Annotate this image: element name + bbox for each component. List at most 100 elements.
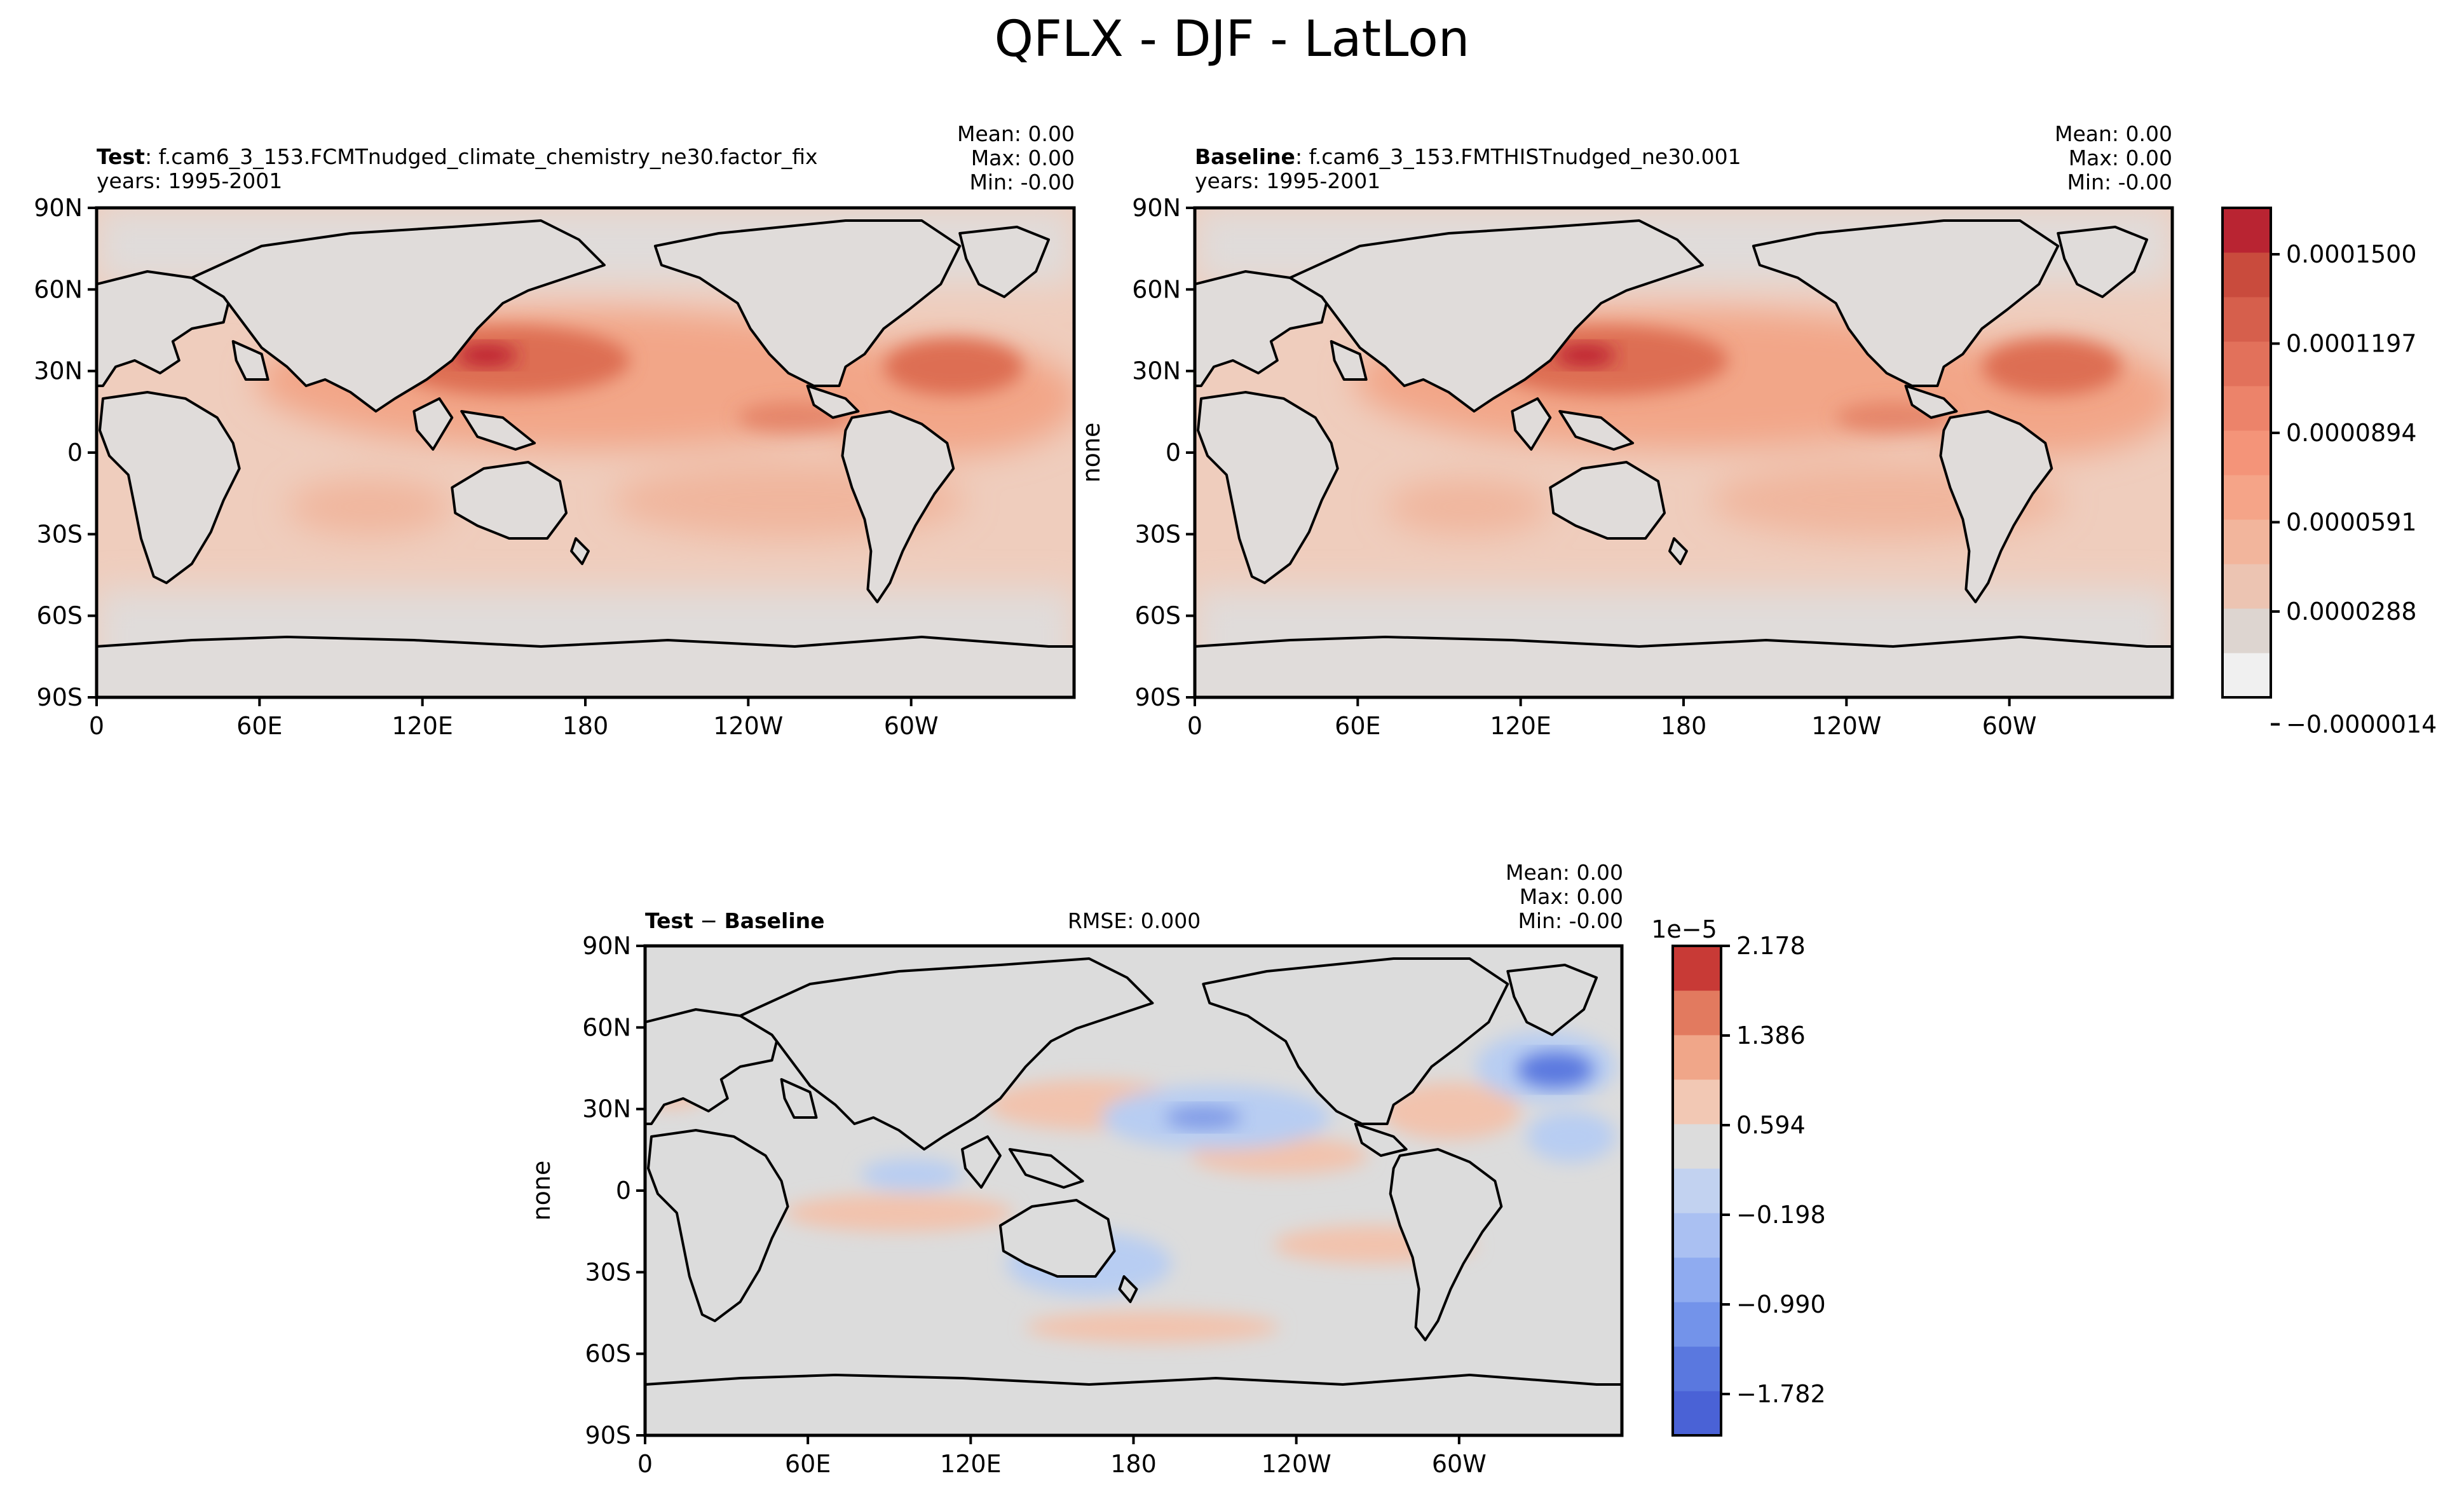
diff-colorbar-segment: [1673, 1079, 1721, 1124]
diff-colorbar-label: −0.198: [1736, 1201, 1826, 1229]
diff-ytick-label: 0: [616, 1177, 631, 1205]
baseline-ytick-label: 0: [1166, 439, 1181, 467]
baseline-xtick-label: 180: [1661, 712, 1707, 740]
diff-stats-max: Max: 0.00: [1519, 884, 1623, 909]
diff-colorbar-segment: [1673, 990, 1721, 1036]
test-ytick-label: 30S: [37, 520, 83, 548]
baseline-colorbar-segment: [2222, 386, 2271, 431]
diff-ytick-label: 60S: [585, 1340, 631, 1368]
test-map: [97, 208, 1074, 697]
baseline-label-text: : f.cam6_3_153.FMTHISTnudged_ne30.001: [1295, 144, 1741, 169]
diff-xtick-label: 120W: [1262, 1450, 1331, 1478]
baseline-ytick-label: 60S: [1135, 602, 1181, 630]
baseline-colorbar-segment: [2222, 252, 2271, 297]
baseline-ytick-label: 60N: [1132, 275, 1181, 303]
diff-colorbar-frame: [1671, 945, 1722, 1437]
diff-colorbar-segment: [1673, 1391, 1721, 1436]
diff-colorbar-segment: [1673, 1346, 1721, 1391]
test-xtick-label: 60W: [884, 712, 939, 740]
diff-colorbar-segment: [1673, 1302, 1721, 1347]
baseline-colorbar-segment: [2222, 564, 2271, 609]
test-ytick-label: 90S: [37, 683, 83, 711]
baseline-colorbar-segment: [2222, 608, 2271, 653]
diff-colorbar-segment: [1673, 1124, 1721, 1169]
baseline-ytick-label: 90S: [1135, 683, 1181, 711]
test-ytick-label: 0: [67, 439, 83, 467]
test-xtick-label: 180: [562, 712, 609, 740]
test-ytick-label: 60S: [37, 602, 83, 630]
diff-label-sep: −: [693, 908, 725, 933]
diff-ylabel: none: [528, 1161, 555, 1221]
diff-xtick-label: 180: [1110, 1450, 1157, 1478]
baseline-ytick-label: 90N: [1132, 194, 1181, 222]
diff-rmse: RMSE: 0.000: [1068, 908, 1201, 933]
test-label-bold: Test: [97, 144, 145, 169]
diff-stats-mean: Mean: 0.00: [1506, 860, 1623, 885]
diff-colorbar-segment: [1673, 1168, 1721, 1213]
test-stats-mean: Mean: 0.00: [957, 121, 1075, 146]
baseline-xtick-label: 60E: [1335, 712, 1380, 740]
baseline-label-bold: Baseline: [1195, 144, 1295, 169]
figure-title: QFLX - DJF - LatLon: [994, 11, 1470, 68]
test-years: years: 1995-2001: [97, 168, 283, 193]
baseline-colorbar-segment: [2222, 519, 2271, 564]
baseline-ytick-label: 30S: [1135, 520, 1181, 548]
diff-colorbar-label: 0.594: [1736, 1111, 1806, 1139]
test-xtick-label: 120E: [391, 712, 453, 740]
diff-xtick-label: 60E: [785, 1450, 831, 1478]
diff-xtick-label: 0: [637, 1450, 653, 1478]
baseline-colorbar-label: 0.0000591: [2286, 509, 2417, 537]
baseline-xtick-label: 120W: [1811, 712, 1881, 740]
test-stats-max: Max: 0.00: [970, 146, 1075, 170]
diff-colorbar-label: −1.782: [1736, 1380, 1826, 1408]
baseline-stats-max: Max: 0.00: [2068, 146, 2172, 170]
baseline-colorbar-segment: [2222, 208, 2271, 253]
test-ytick-label: 60N: [34, 275, 83, 303]
baseline-xtick-label: 60W: [1982, 712, 2037, 740]
diff-colorbar-label: −0.990: [1736, 1290, 1826, 1318]
baseline-colorbar-label: 0.0000288: [2286, 598, 2417, 625]
baseline-stats-min: Min: -0.00: [2067, 170, 2172, 195]
baseline-stats-mean: Mean: 0.00: [2055, 121, 2172, 146]
baseline-colorbar-segment: [2222, 475, 2271, 520]
baseline-ytick-label: 30N: [1132, 357, 1181, 385]
diff-xtick-label: 60W: [1432, 1450, 1487, 1478]
baseline-xtick-label: 0: [1187, 712, 1202, 740]
diff-ytick-label: 90S: [585, 1421, 631, 1449]
baseline-colorbar-segment: [2222, 297, 2271, 342]
test-xtick-label: 120W: [713, 712, 783, 740]
baseline-colorbar-label: 0.0000894: [2286, 419, 2417, 447]
test-xtick-label: 0: [89, 712, 104, 740]
baseline-colorbar-frame: [2221, 207, 2272, 699]
diff-map: [645, 946, 1622, 1435]
baseline-colorbar-segment: [2222, 430, 2271, 475]
baseline-colorbar-label: −0.0000014: [2286, 711, 2437, 739]
diff-xtick-label: 120E: [940, 1450, 1002, 1478]
diff-colorbar-offset: 1e−5: [1651, 915, 1717, 943]
baseline-map: [1195, 208, 2172, 697]
diff-ytick-label: 90N: [582, 932, 631, 960]
diff-ytick-label: 30N: [582, 1095, 631, 1123]
test-ytick-label: 90N: [34, 194, 83, 222]
diff-colorbar-label: 2.178: [1736, 932, 1806, 960]
diff-header: Test − Baseline: [645, 909, 825, 933]
test-xtick-label: 60E: [236, 712, 282, 740]
diff-colorbar-segment: [1673, 1035, 1721, 1080]
baseline-colorbar-label: 0.0001500: [2286, 240, 2417, 268]
test-header: Test: f.cam6_3_153.FCMTnudged_climate_ch…: [97, 145, 818, 169]
diff-ytick-label: 30S: [585, 1258, 631, 1286]
baseline-colorbar-segment: [2222, 653, 2271, 698]
diff-stats-min: Min: -0.00: [1518, 908, 1623, 933]
test-stats-min: Min: -0.00: [969, 170, 1075, 195]
diff-ytick-label: 60N: [582, 1013, 631, 1041]
diff-colorbar-label: 1.386: [1736, 1022, 1806, 1049]
test-label-text: : f.cam6_3_153.FCMTnudged_climate_chemis…: [144, 144, 818, 169]
test-ytick-label: 30N: [34, 357, 83, 385]
baseline-header: Baseline: f.cam6_3_153.FMTHISTnudged_ne3…: [1195, 145, 1741, 169]
baseline-xtick-label: 120E: [1490, 712, 1551, 740]
diff-colorbar-segment: [1673, 946, 1721, 991]
baseline-years: years: 1995-2001: [1195, 168, 1381, 193]
baseline-colorbar-label: 0.0001197: [2286, 330, 2417, 358]
diff-colorbar-segment: [1673, 1213, 1721, 1258]
